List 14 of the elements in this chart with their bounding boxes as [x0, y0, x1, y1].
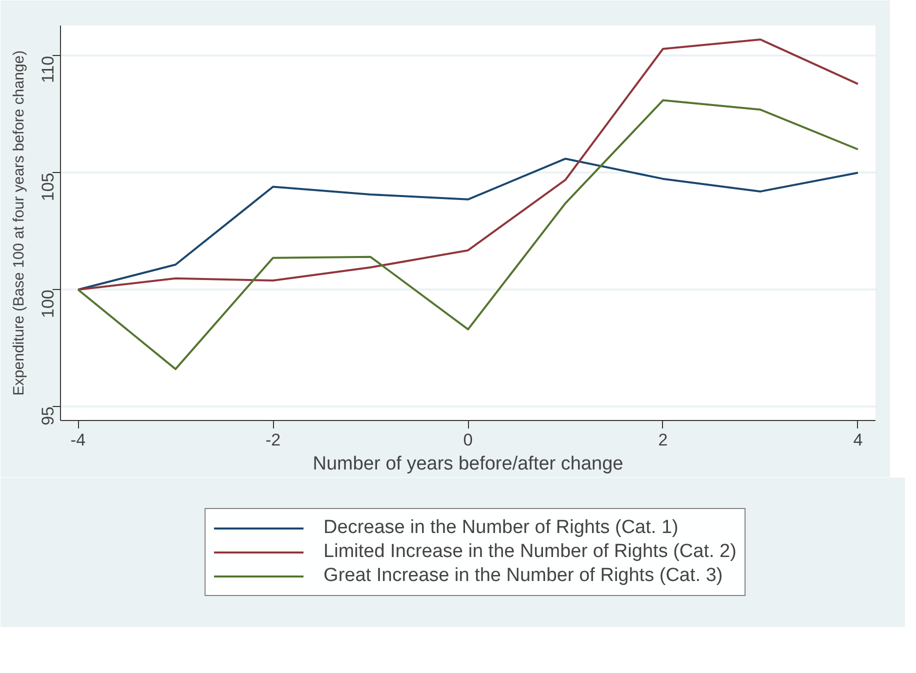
y-tick-label: 110 — [38, 56, 58, 83]
legend-label: Great Increase in the Number of Rights (Cat. 3) — [324, 565, 723, 587]
x-tick-label: 0 — [463, 430, 473, 450]
x-tick-label: 2 — [658, 430, 668, 450]
y-tick-label: 105 — [38, 172, 58, 202]
x-tick-label: 4 — [853, 430, 863, 450]
y-axis-title: Expenditure (Base 100 at four years before change) — [10, 50, 28, 396]
x-tick-label: -2 — [265, 430, 281, 450]
x-tick-label: -4 — [70, 430, 86, 450]
x-axis-title: Number of years before/after change — [312, 454, 624, 474]
y-tick-label: 100 — [38, 290, 58, 318]
legend-label: Decrease in the Number of Rights (Cat. 1) — [324, 517, 678, 539]
legend-label: Limited Increase in the Number of Rights (Cat. 2) — [324, 541, 736, 563]
y-tick-label: 95 — [38, 406, 58, 426]
